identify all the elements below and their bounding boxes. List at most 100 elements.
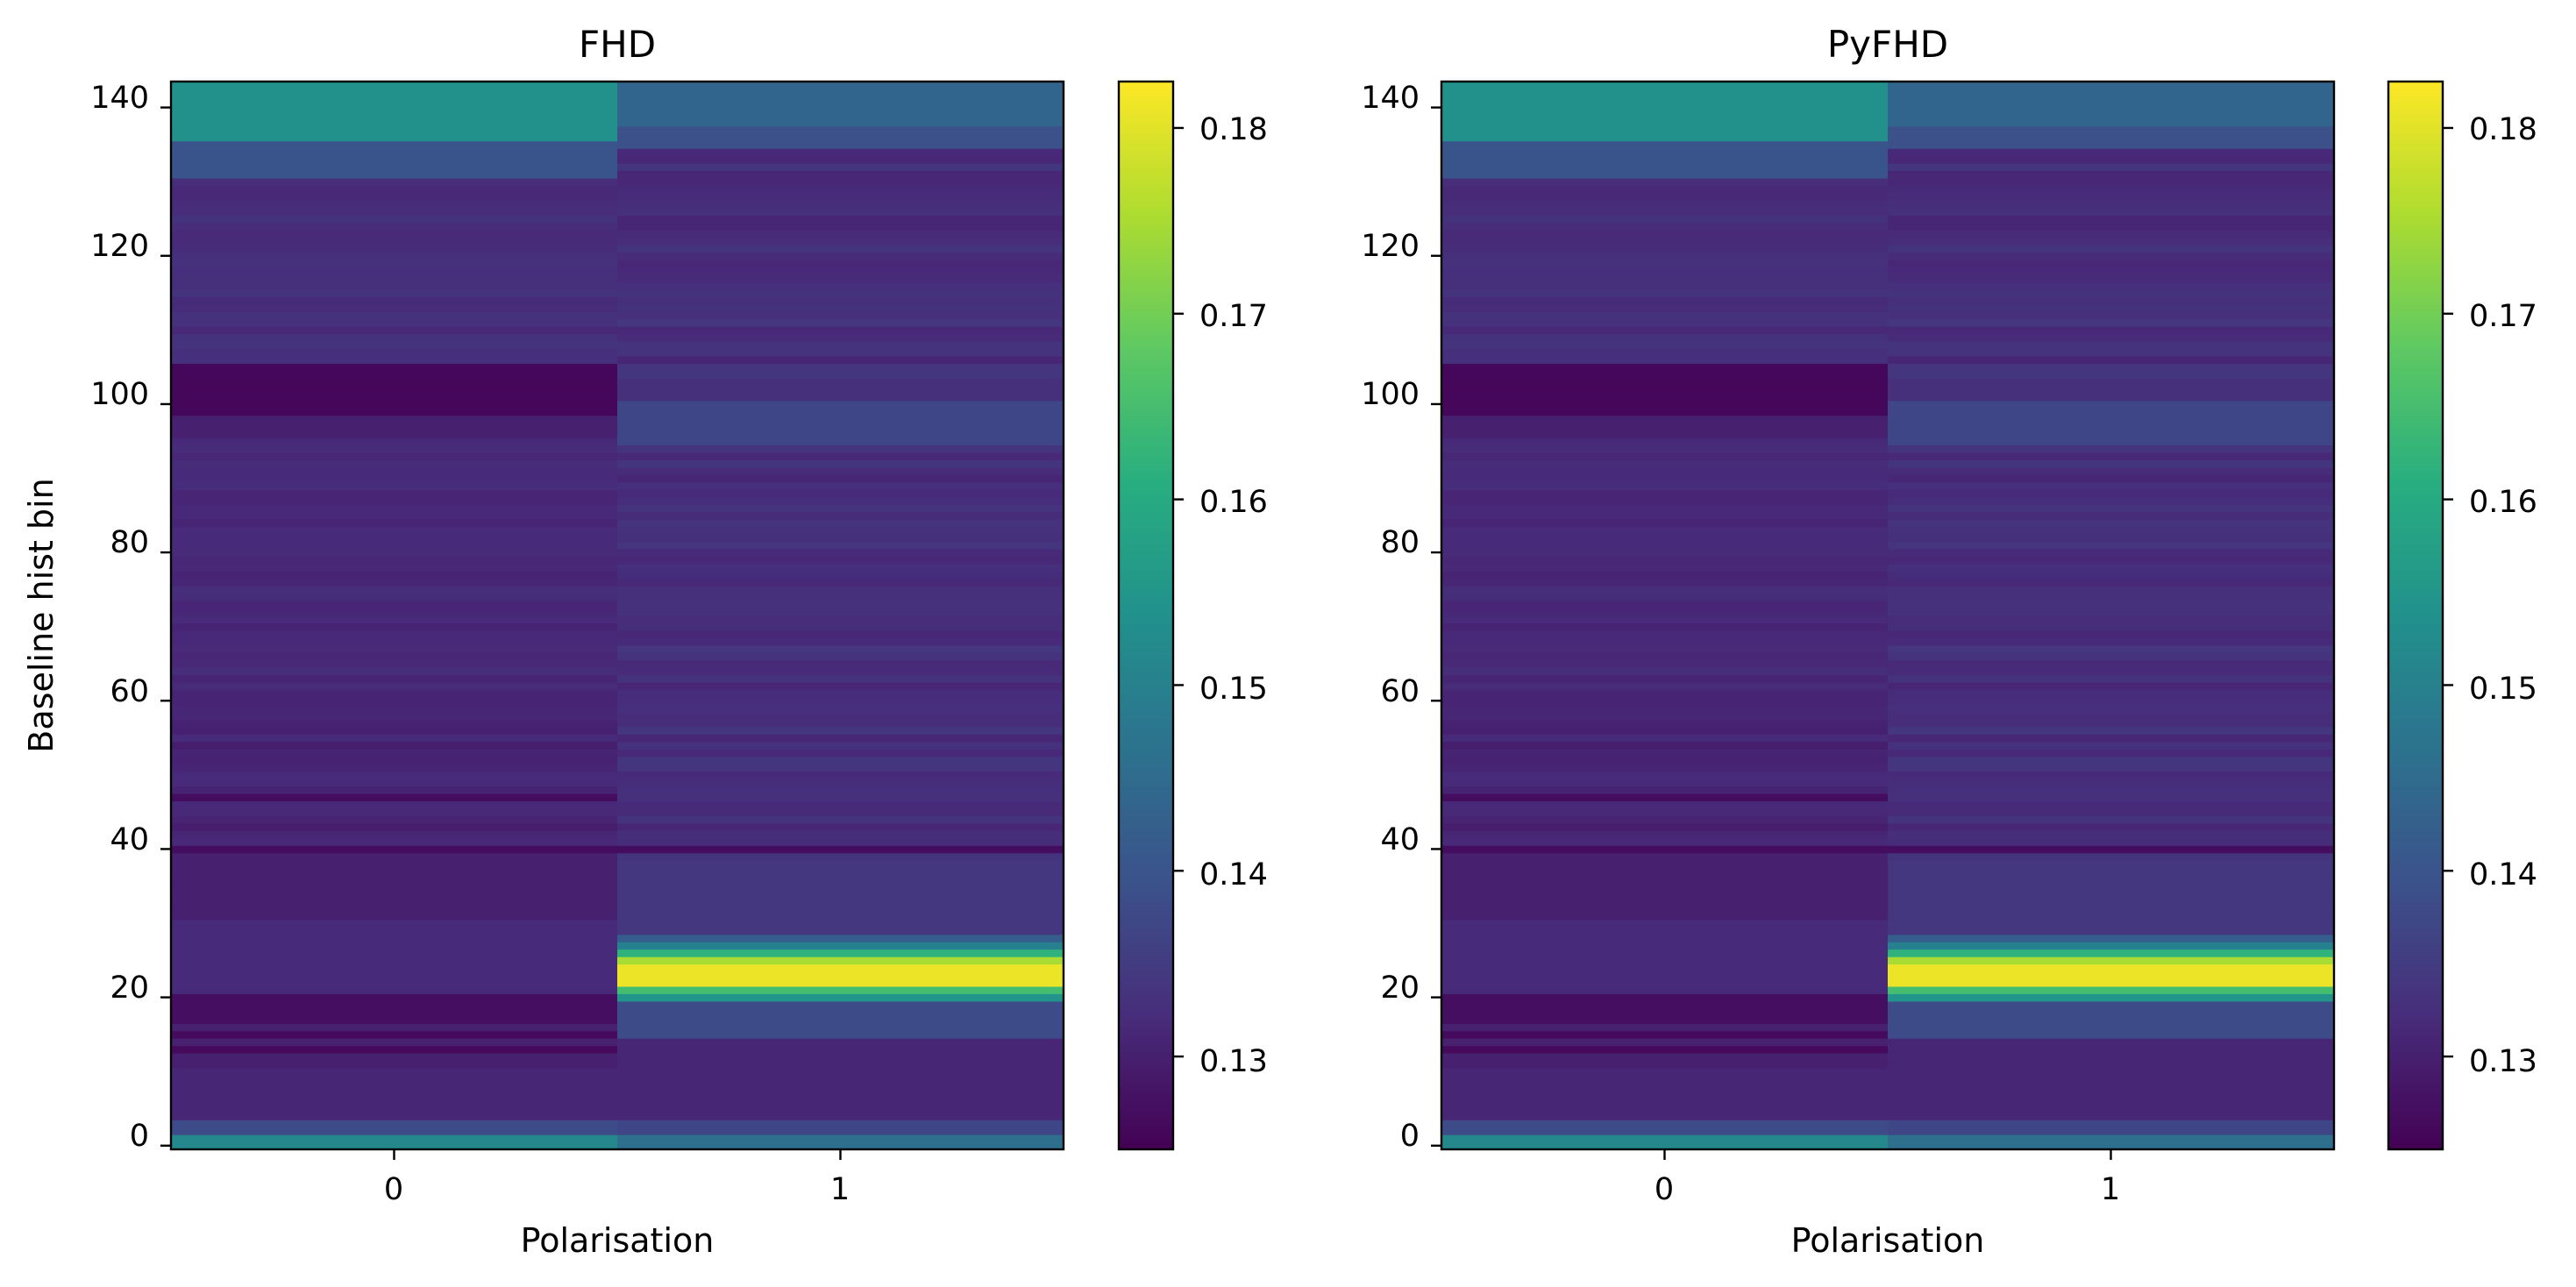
heatmap-cell — [1441, 912, 1889, 921]
heatmap-cell — [1441, 860, 1889, 869]
heatmap-cell — [1888, 415, 2335, 423]
heatmap-cell — [1441, 786, 1889, 794]
x-axis: 0 1 — [384, 1149, 850, 1207]
heatmap-cell — [171, 489, 618, 498]
heatmap-cell — [617, 793, 1064, 802]
heatmap-cell — [617, 466, 1064, 475]
heatmap-cell — [1441, 415, 1889, 423]
heatmap-cell — [1888, 904, 2335, 913]
heatmap-cell — [1441, 274, 1889, 282]
heatmap-cell — [617, 934, 1064, 942]
heatmap-cell — [171, 949, 618, 957]
heatmap-cell — [1441, 1045, 1889, 1054]
heatmap-cell — [1888, 622, 2335, 631]
heatmap-cell — [171, 704, 618, 713]
heatmap-cell — [1888, 237, 2335, 245]
heatmap-cell — [617, 601, 1064, 609]
heatmap-cell — [171, 586, 618, 594]
heatmap-cell — [1888, 1112, 2335, 1120]
heatmap-cell — [1441, 400, 1889, 409]
heatmap-cell — [171, 837, 618, 846]
heatmap-cell — [171, 519, 618, 528]
heatmap-cell — [617, 311, 1064, 320]
heatmap-cell — [1441, 985, 1889, 994]
heatmap-cell — [1888, 1038, 2335, 1047]
heatmap-cell — [171, 578, 618, 587]
y-tick-label: 60 — [1380, 674, 1420, 709]
heatmap-cell — [1888, 875, 2335, 884]
heatmap-cell — [171, 659, 618, 668]
heatmap-cell — [171, 749, 618, 757]
heatmap-cell — [171, 133, 618, 142]
heatmap-cell — [617, 155, 1064, 164]
heatmap-cell — [617, 1008, 1064, 1017]
heatmap-cell — [171, 526, 618, 535]
heatmap-cell — [171, 1060, 618, 1069]
heatmap-cell — [617, 571, 1064, 580]
heatmap-cell — [171, 978, 618, 987]
heatmap-cell — [1441, 741, 1889, 750]
x-axis-label: Polarisation — [521, 1221, 715, 1260]
colorbar-ticks — [1173, 126, 1184, 1058]
y-tick-label: 120 — [90, 229, 149, 264]
heatmap-cell — [1441, 311, 1889, 320]
heatmap-cell — [171, 845, 618, 854]
heatmap-cell — [1888, 578, 2335, 587]
heatmap-cell — [171, 889, 618, 899]
heatmap-cell — [617, 1120, 1064, 1128]
heatmap-cell — [1441, 822, 1889, 831]
heatmap-cell — [171, 148, 618, 157]
heatmap-cell — [617, 586, 1064, 594]
heatmap-cell — [1888, 637, 2335, 646]
heatmap-cell — [171, 689, 618, 698]
heatmap-cell — [171, 615, 618, 624]
heatmap-cell — [617, 185, 1064, 194]
heatmap-cell — [1441, 779, 1889, 787]
y-tick-label: 80 — [110, 525, 149, 560]
heatmap-cell — [617, 230, 1064, 238]
heatmap-cell — [617, 889, 1064, 899]
heatmap-cell — [1888, 1060, 2335, 1069]
heatmap-cell — [617, 474, 1064, 483]
heatmap-cell — [1888, 867, 2335, 876]
heatmap-cell — [617, 177, 1064, 187]
heatmap-cell — [617, 764, 1064, 772]
heatmap-cell — [171, 89, 618, 97]
heatmap-cell — [617, 281, 1064, 290]
heatmap-cell — [1888, 1120, 2335, 1128]
heatmap-cell — [1441, 1120, 1889, 1128]
colorbar-tick-label: 0.14 — [1199, 857, 1268, 892]
heatmap-cell — [1441, 541, 1889, 550]
heatmap-cell — [1441, 230, 1889, 238]
heatmap-cell — [617, 578, 1064, 587]
heatmap-cell — [617, 978, 1064, 987]
heatmap-cell — [617, 734, 1064, 743]
heatmap-cell — [171, 571, 618, 580]
heatmap-cell — [617, 860, 1064, 869]
heatmap-cell — [1441, 637, 1889, 646]
heatmap-cell — [1888, 385, 2335, 394]
heatmap-cell — [617, 200, 1064, 209]
colorbar-tick-label: 0.18 — [1199, 112, 1268, 147]
heatmap-cell — [1441, 430, 1889, 438]
heatmap-cell — [1441, 1000, 1889, 1009]
heatmap-cell — [617, 1038, 1064, 1047]
heatmap-cell — [1441, 971, 1889, 980]
heatmap-cell — [1888, 927, 2335, 935]
heatmap-cell — [1441, 519, 1889, 528]
heatmap-cell — [171, 682, 618, 691]
heatmap-cell — [1888, 140, 2335, 149]
heatmap-cell — [1441, 586, 1889, 594]
heatmap-cell — [1441, 504, 1889, 513]
heatmap-cell — [617, 452, 1064, 460]
heatmap-cell — [1888, 978, 2335, 987]
heatmap-cell — [171, 481, 618, 490]
heatmap-cell — [171, 333, 618, 342]
heatmap-cell — [617, 192, 1064, 201]
heatmap-cell — [1441, 815, 1889, 824]
heatmap-cell — [1441, 466, 1889, 475]
heatmap-cell — [1441, 889, 1889, 899]
heatmap-cell — [1441, 867, 1889, 876]
heatmap-cell — [1888, 274, 2335, 282]
heatmap-cell — [171, 756, 618, 764]
